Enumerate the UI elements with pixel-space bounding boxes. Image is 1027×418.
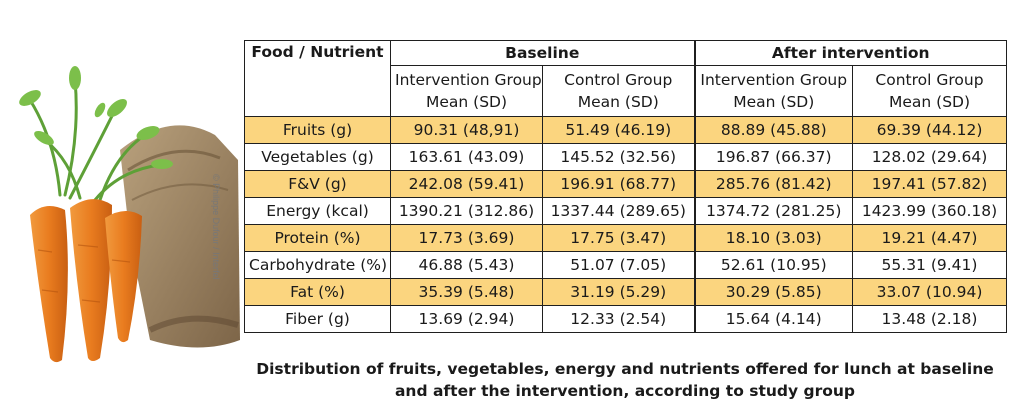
- table-row: Protein (%) 17.73 (3.69) 17.75 (3.47) 18…: [244, 224, 1008, 252]
- table-cell: 1390.21 (312.86): [390, 197, 543, 225]
- row-label: Fruits (g): [244, 116, 391, 144]
- row-label: Fiber (g): [244, 305, 391, 333]
- table-cell: 13.69 (2.94): [390, 305, 543, 333]
- table-cell: 1374.72 (281.25): [693, 197, 853, 225]
- table-cell: 17.75 (3.47): [542, 224, 695, 252]
- col-header-line1: Intervention Group: [700, 71, 848, 89]
- table-cell: 90.31 (48,91): [390, 116, 543, 144]
- col-header: Intervention Group Mean (SD): [390, 65, 543, 117]
- table-cell: 196.91 (68.77): [542, 170, 695, 198]
- col-header-line2: Mean (SD): [577, 93, 659, 111]
- table-cell: 46.88 (5.43): [390, 251, 543, 279]
- col-header-line2: Mean (SD): [425, 93, 508, 111]
- table-cell: 69.39 (44.12): [851, 116, 1008, 144]
- carrots-photo: [19, 66, 240, 363]
- table-row: Fat (%) 35.39 (5.48) 31.19 (5.29) 30.29 …: [244, 278, 1008, 306]
- group-header-after: After intervention: [693, 40, 1008, 66]
- table-cell: 285.76 (81.42): [693, 170, 853, 198]
- row-label: Protein (%): [244, 224, 391, 252]
- nutrient-table: Food / Nutrient Baseline After intervent…: [244, 40, 1008, 333]
- col-header: Control Group Mean (SD): [542, 65, 695, 117]
- col-header: Control Group Mean (SD): [851, 65, 1008, 117]
- table-cell: 30.29 (5.85): [693, 278, 853, 306]
- table-cell: 242.08 (59.41): [390, 170, 543, 198]
- table-cell: 52.61 (10.95): [693, 251, 853, 279]
- table-cell: 1337.44 (289.65): [542, 197, 695, 225]
- table-row: F&V (g) 242.08 (59.41) 196.91 (68.77) 28…: [244, 170, 1008, 198]
- caption-line-1: Distribution of fruits, vegetables, ener…: [256, 360, 994, 378]
- table-row: Carbohydrate (%) 46.88 (5.43) 51.07 (7.0…: [244, 251, 1008, 279]
- corner-label: Food / Nutrient: [244, 40, 391, 117]
- table-cell: 88.89 (45.88): [693, 116, 853, 144]
- row-label: Carbohydrate (%): [244, 251, 391, 279]
- table-cell: 13.48 (2.18): [851, 305, 1008, 333]
- row-label: Fat (%): [244, 278, 391, 306]
- table-row: Fruits (g) 90.31 (48,91) 51.49 (46.19) 8…: [244, 116, 1008, 144]
- col-header-line1: Intervention Group: [395, 71, 542, 89]
- col-header-line2: Mean (SD): [733, 93, 815, 111]
- table-cell: 55.31 (9.41): [851, 251, 1008, 279]
- table-row: Fiber (g) 13.69 (2.94) 12.33 (2.54) 15.6…: [244, 305, 1008, 333]
- col-header-line1: Control Group: [564, 71, 673, 89]
- table-cell: 145.52 (32.56): [542, 143, 695, 171]
- col-header: Intervention Group Mean (SD): [693, 65, 853, 117]
- table-row: Energy (kcal) 1390.21 (312.86) 1337.44 (…: [244, 197, 1008, 225]
- row-label: Vegetables (g): [244, 143, 391, 171]
- caption-line-2: and after the intervention, according to…: [394, 382, 856, 400]
- photo-credit: © Philippe Dufour / Interfel: [211, 174, 221, 280]
- table-cell: 51.07 (7.05): [542, 251, 695, 279]
- table-cell: 196.87 (66.37): [693, 143, 853, 171]
- header-row-columns: Intervention Group Mean (SD) Control Grou…: [245, 65, 1008, 117]
- table-cell: 15.64 (4.14): [693, 305, 853, 333]
- col-header-line1: Control Group: [875, 71, 984, 89]
- header-row-groups: Food / Nutrient Baseline After intervent…: [244, 40, 1008, 117]
- row-label: Energy (kcal): [244, 197, 391, 225]
- table-cell: 19.21 (4.47): [851, 224, 1008, 252]
- table-cell: 31.19 (5.29): [542, 278, 695, 306]
- col-header-line2: Mean (SD): [888, 93, 971, 111]
- table-cell: 51.49 (46.19): [542, 116, 695, 144]
- table-row: Vegetables (g) 163.61 (43.09) 145.52 (32…: [244, 143, 1008, 171]
- table-cell: 163.61 (43.09): [390, 143, 543, 171]
- table-cell: 17.73 (3.69): [390, 224, 543, 252]
- table-caption: Distribution of fruits, vegetables, ener…: [244, 358, 1006, 402]
- table-cell: 197.41 (57.82): [851, 170, 1008, 198]
- group-header-baseline: Baseline: [390, 40, 695, 66]
- table-cell: 1423.99 (360.18): [851, 197, 1008, 225]
- table-cell: 12.33 (2.54): [542, 305, 695, 333]
- table-cell: 35.39 (5.48): [390, 278, 543, 306]
- row-label: F&V (g): [244, 170, 391, 198]
- table-cell: 18.10 (3.03): [693, 224, 853, 252]
- table-cell: 128.02 (29.64): [851, 143, 1008, 171]
- table-cell: 33.07 (10.94): [851, 278, 1008, 306]
